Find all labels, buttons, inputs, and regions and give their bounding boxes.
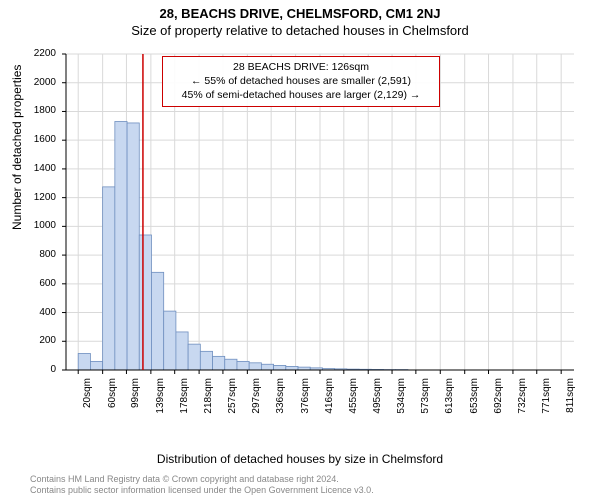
footer-line1: Contains HM Land Registry data © Crown c… — [30, 474, 374, 485]
chart-title-address: 28, BEACHS DRIVE, CHELMSFORD, CM1 2NJ — [0, 6, 600, 21]
ytick-label: 1600 — [18, 134, 56, 145]
ytick-label: 1800 — [18, 105, 56, 116]
xtick-label: 534sqm — [396, 378, 407, 428]
xtick-label: 99sqm — [130, 378, 141, 428]
ytick-label: 400 — [18, 307, 56, 318]
chart-area: 28 BEACHS DRIVE: 126sqm ← 55% of detache… — [62, 50, 578, 420]
footer-line2: Contains public sector information licen… — [30, 485, 374, 496]
callout-line2: ← 55% of detached houses are smaller (2,… — [170, 74, 432, 88]
xtick-label: 60sqm — [107, 378, 118, 428]
ytick-label: 200 — [18, 335, 56, 346]
x-axis-label: Distribution of detached houses by size … — [0, 452, 600, 466]
ytick-label: 1200 — [18, 192, 56, 203]
ytick-label: 1400 — [18, 163, 56, 174]
property-callout: 28 BEACHS DRIVE: 126sqm ← 55% of detache… — [162, 56, 440, 107]
xtick-label: 811sqm — [565, 378, 576, 428]
xtick-label: 139sqm — [155, 378, 166, 428]
xtick-label: 573sqm — [420, 378, 431, 428]
xtick-label: 416sqm — [324, 378, 335, 428]
ytick-label: 800 — [18, 249, 56, 260]
xtick-label: 613sqm — [444, 378, 455, 428]
xtick-label: 455sqm — [348, 378, 359, 428]
xtick-label: 732sqm — [517, 378, 528, 428]
xtick-label: 376sqm — [300, 378, 311, 428]
xtick-label: 218sqm — [203, 378, 214, 428]
ytick-label: 2200 — [18, 48, 56, 59]
xtick-label: 495sqm — [372, 378, 383, 428]
title-block: 28, BEACHS DRIVE, CHELMSFORD, CM1 2NJ Si… — [0, 0, 600, 38]
ytick-label: 1000 — [18, 220, 56, 231]
ytick-label: 2000 — [18, 77, 56, 88]
ytick-label: 600 — [18, 278, 56, 289]
xtick-label: 692sqm — [493, 378, 504, 428]
xtick-label: 297sqm — [251, 378, 262, 428]
ytick-label: 0 — [18, 364, 56, 375]
attribution-footer: Contains HM Land Registry data © Crown c… — [30, 474, 374, 496]
xtick-label: 653sqm — [469, 378, 480, 428]
xtick-label: 178sqm — [179, 378, 190, 428]
xtick-label: 20sqm — [82, 378, 93, 428]
callout-line1: 28 BEACHS DRIVE: 126sqm — [170, 60, 432, 74]
callout-line3: 45% of semi-detached houses are larger (… — [170, 88, 432, 102]
xtick-label: 336sqm — [275, 378, 286, 428]
chart-title-desc: Size of property relative to detached ho… — [0, 23, 600, 38]
y-axis-label: Number of detached properties — [10, 65, 24, 230]
xtick-label: 771sqm — [541, 378, 552, 428]
xtick-label: 257sqm — [227, 378, 238, 428]
